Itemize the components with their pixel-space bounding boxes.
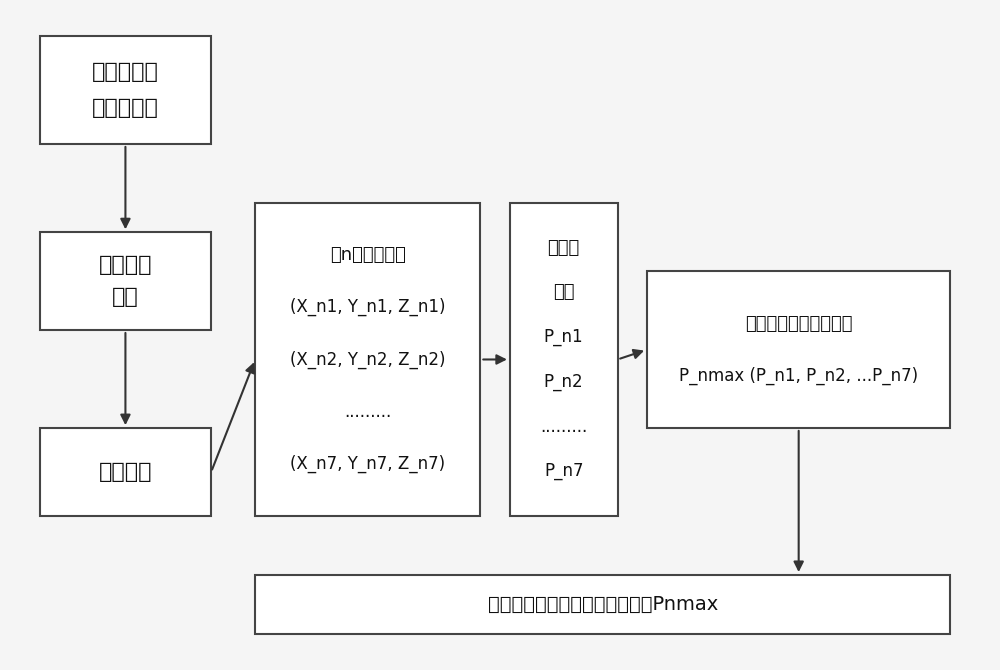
Text: P_n2: P_n2 bbox=[544, 373, 583, 391]
Text: 该组坐标下最大杆应力: 该组坐标下最大杆应力 bbox=[745, 315, 852, 332]
Text: 应力: 应力 bbox=[553, 283, 574, 302]
Bar bbox=[40, 232, 211, 330]
Text: .........: ......... bbox=[540, 417, 587, 436]
Text: 相应杆: 相应杆 bbox=[548, 239, 580, 257]
Text: (X_n2, Y_n2, Z_n2): (X_n2, Y_n2, Z_n2) bbox=[290, 350, 446, 369]
Bar bbox=[255, 575, 950, 634]
Text: 遍历所有坐标组合，获得最小的Pnmax: 遍历所有坐标组合，获得最小的Pnmax bbox=[488, 595, 718, 614]
Text: .........: ......... bbox=[344, 403, 391, 421]
Bar bbox=[647, 271, 950, 428]
Text: 变量及约束: 变量及约束 bbox=[92, 98, 159, 118]
Text: 优化过程: 优化过程 bbox=[99, 462, 152, 482]
Bar bbox=[510, 203, 618, 516]
Text: (X_n1, Y_n1, Z_n1): (X_n1, Y_n1, Z_n1) bbox=[290, 298, 446, 316]
Text: P_nmax (P_n1, P_n2, ...P_n7): P_nmax (P_n1, P_n2, ...P_n7) bbox=[679, 366, 918, 385]
Text: (X_n7, Y_n7, Z_n7): (X_n7, Y_n7, Z_n7) bbox=[290, 455, 445, 473]
Text: P_n1: P_n1 bbox=[544, 328, 583, 346]
Bar bbox=[40, 428, 211, 516]
Bar bbox=[40, 36, 211, 144]
Bar bbox=[255, 203, 480, 516]
Text: 第n组坐标组合: 第n组坐标组合 bbox=[330, 246, 406, 264]
Text: P_n7: P_n7 bbox=[544, 462, 583, 480]
Text: 确定优化: 确定优化 bbox=[99, 255, 152, 275]
Text: 确定优化自: 确定优化自 bbox=[92, 62, 159, 82]
Text: 目标: 目标 bbox=[112, 287, 139, 308]
